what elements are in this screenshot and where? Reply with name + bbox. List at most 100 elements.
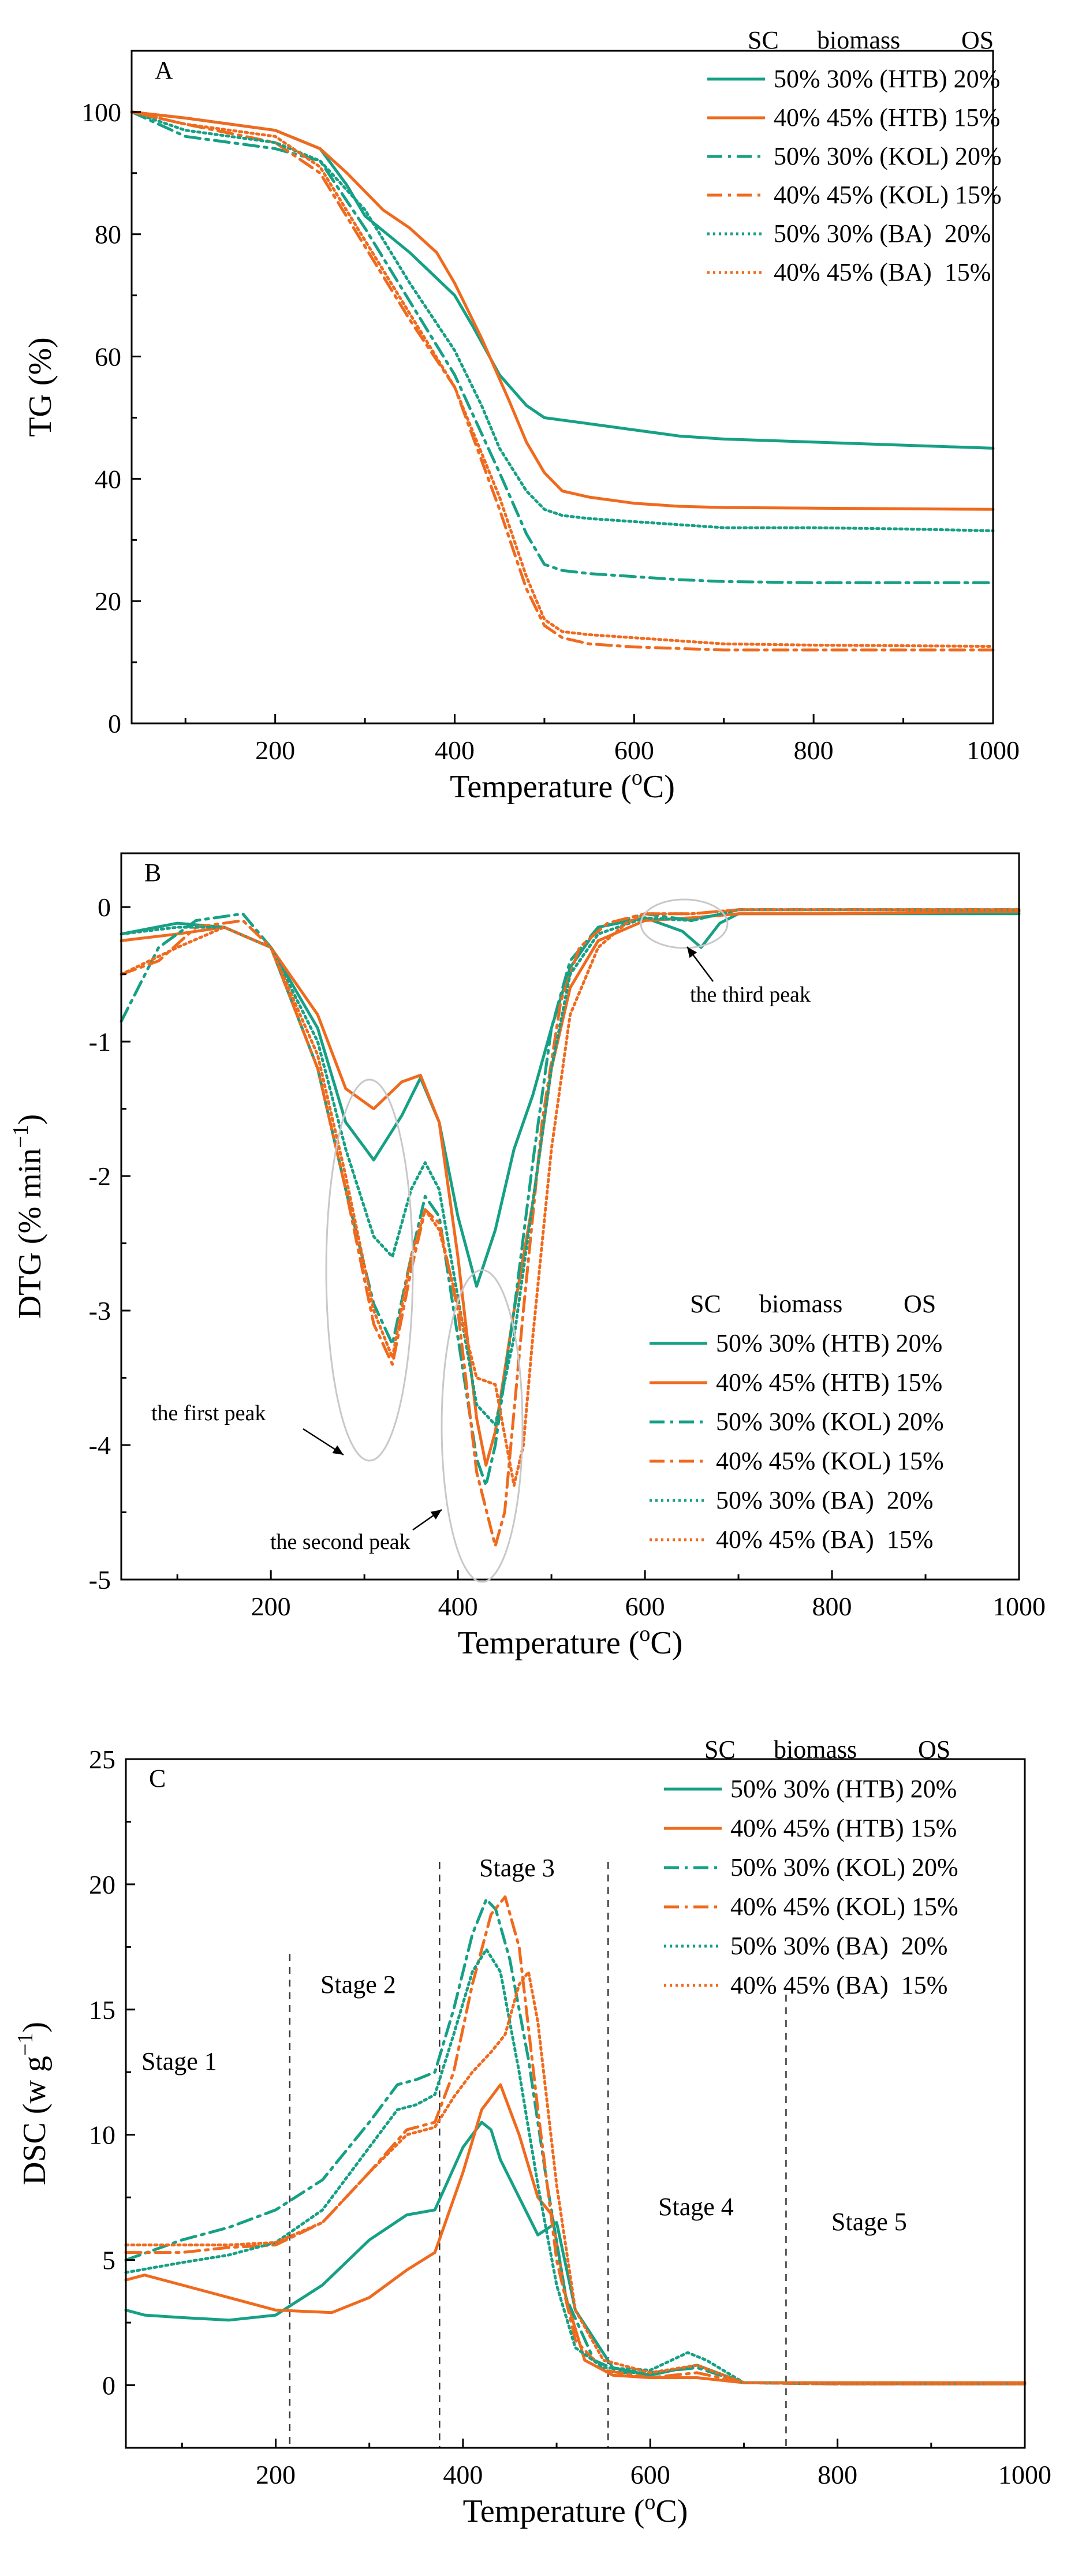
panel-c: 200 400 600 800 1000 0 5 10 15 20 25 Temperature (o… <box>13 1735 1051 2529</box>
legend-entry-label: 40% 45% (HTB) 15% <box>716 1368 942 1397</box>
panel-a: 200 400 600 800 1000 0 20 40 60 80 100 Temperature … <box>23 26 1020 805</box>
y-tick-label: 20 <box>89 1870 115 1899</box>
x-tick-label: 600 <box>625 1592 665 1621</box>
series-line-40-45-htb-15 <box>130 110 995 511</box>
x-tick-label: 200 <box>251 1592 291 1621</box>
legend-entry-label: 50% 30% (KOL) 20% <box>730 1853 958 1881</box>
plot-frame <box>125 1758 1026 2449</box>
x-tick-label: 400 <box>438 1592 478 1621</box>
panel-b: 200 400 600 800 1000 -5 -4 -3 -2 -1 0 Temperature (… <box>9 852 1046 1661</box>
series-line-40-45-ba-15 <box>130 110 995 648</box>
series-line-50-30-ba-20 <box>120 908 1021 1427</box>
annotation-third-peak: the third peak <box>690 983 811 1007</box>
third-peak-arrow-head <box>687 947 697 958</box>
x-tick-label: 1000 <box>992 1592 1046 1621</box>
legend-header-biomass: biomass <box>817 26 900 54</box>
y-tick-label: 5 <box>102 2246 115 2275</box>
x-axis-label: Temperature (oC) <box>463 2490 688 2529</box>
y-tick-label: -3 <box>89 1296 111 1326</box>
x-tick-label: 600 <box>614 736 654 765</box>
series-line-50-30-htb-20 <box>120 912 1021 1288</box>
legend-entry-label: 40% 45% (BA) 15% <box>730 1971 947 1999</box>
series-line-50-30-kol-20 <box>130 110 995 584</box>
x-tick-label: 800 <box>818 2460 857 2489</box>
x-tick-label: 200 <box>256 2460 296 2489</box>
y-axis-label: DSC (w g−1) <box>13 2022 53 2185</box>
y-tick-label: 25 <box>89 1745 115 1774</box>
series-line-40-45-ba-15 <box>124 1970 1027 2385</box>
annotation-first-peak: the first peak <box>151 1401 266 1425</box>
legend-entry-label: 40% 45% (KOL) 15% <box>716 1447 944 1475</box>
series-line-40-45-htb-15 <box>124 2083 1027 2384</box>
x-tick-label: 400 <box>435 736 475 765</box>
legend-entry-label: 40% 45% (HTB) 15% <box>774 103 1000 132</box>
y-tick-label: 0 <box>108 709 121 738</box>
plot-frame <box>130 50 994 725</box>
y-axis-label: DTG (% min−1) <box>9 1114 48 1319</box>
panel-label: A <box>155 56 173 84</box>
y-axis-label: TG (%) <box>23 337 58 437</box>
stage-label-5: Stage 5 <box>831 2208 907 2236</box>
stage-label-1: Stage 1 <box>141 2047 217 2075</box>
series-line-50-30-ba-20 <box>124 1948 1027 2385</box>
panel-label: B <box>144 858 161 887</box>
legend-header-sc: SC <box>704 1735 736 1764</box>
legend-header-biomass: biomass <box>759 1290 842 1318</box>
x-tick-label: 800 <box>812 1592 852 1621</box>
plot-frame <box>120 852 1020 1581</box>
y-tick-label: 40 <box>95 464 121 494</box>
legend-entry-label: 50% 30% (KOL) 20% <box>774 142 1002 170</box>
first-peak-arrow-head <box>332 1445 344 1455</box>
legend-entry-label: 50% 30% (HTB) 20% <box>730 1775 957 1803</box>
legend-entry-label: 50% 30% (HTB) 20% <box>774 65 1000 93</box>
series-line-40-45-htb-15 <box>120 909 1021 1467</box>
second-peak-arrow-head <box>430 1510 442 1520</box>
series-line-50-30-kol-20 <box>120 908 1021 1487</box>
y-tick-label: 80 <box>95 220 121 249</box>
y-tick-label: 100 <box>81 98 121 127</box>
x-tick-label: 1000 <box>998 2460 1051 2489</box>
legend-header-biomass: biomass <box>774 1735 857 1764</box>
y-tick-label: -4 <box>89 1431 111 1460</box>
legend-header-sc: SC <box>690 1290 721 1318</box>
x-tick-label: 800 <box>794 736 834 765</box>
first-peak-ellipse <box>325 1078 414 1462</box>
y-tick-label: -2 <box>89 1162 111 1191</box>
series-line-50-30-htb-20 <box>124 2120 1027 2384</box>
legend-entry-label: 40% 45% (KOL) 15% <box>730 1892 958 1921</box>
legend-entry-label: 40% 45% (KOL) 15% <box>774 181 1002 209</box>
annotation-second-peak: the second peak <box>270 1530 411 1554</box>
y-tick-label: 20 <box>95 587 121 616</box>
legend-entry-label: 50% 30% (BA) 20% <box>774 219 991 248</box>
legend-header-os: OS <box>918 1735 950 1764</box>
legend-header-os: OS <box>961 26 994 54</box>
legend-header-os: OS <box>904 1290 936 1318</box>
x-tick-label: 400 <box>443 2460 483 2489</box>
legend-entry-label: 40% 45% (BA) 15% <box>774 258 991 286</box>
x-tick-label: 600 <box>630 2460 670 2489</box>
x-tick-label: 200 <box>255 736 295 765</box>
panel-label: C <box>149 1764 166 1793</box>
y-tick-label: -1 <box>89 1027 111 1056</box>
y-tick-label: 15 <box>89 1995 115 2025</box>
series-line-40-45-ba-15 <box>120 908 1021 1487</box>
stage-label-4: Stage 4 <box>658 2193 734 2221</box>
legend-entry-label: 50% 30% (KOL) 20% <box>716 1408 944 1436</box>
x-axis-label: Temperature (oC) <box>458 1622 683 1661</box>
y-tick-label: 0 <box>98 893 111 922</box>
x-tick-label: 1000 <box>966 736 1020 765</box>
legend-entry-label: 50% 30% (BA) 20% <box>716 1486 933 1514</box>
series-line-50-30-kol-20 <box>124 1898 1027 2385</box>
stage-label-2: Stage 2 <box>320 1970 396 1999</box>
y-tick-label: 0 <box>102 2371 115 2400</box>
series-line-50-30-ba-20 <box>130 110 995 532</box>
legend-entry-label: 50% 30% (BA) 20% <box>730 1932 947 1960</box>
legend-entry-label: 40% 45% (BA) 15% <box>716 1525 933 1554</box>
y-tick-label: 60 <box>95 342 121 372</box>
legend-header-sc: SC <box>748 26 779 54</box>
y-tick-label: -5 <box>89 1565 111 1595</box>
stage-label-3: Stage 3 <box>479 1854 555 1882</box>
third-peak-ellipse <box>640 898 729 949</box>
legend-entry-label: 50% 30% (HTB) 20% <box>716 1329 942 1357</box>
